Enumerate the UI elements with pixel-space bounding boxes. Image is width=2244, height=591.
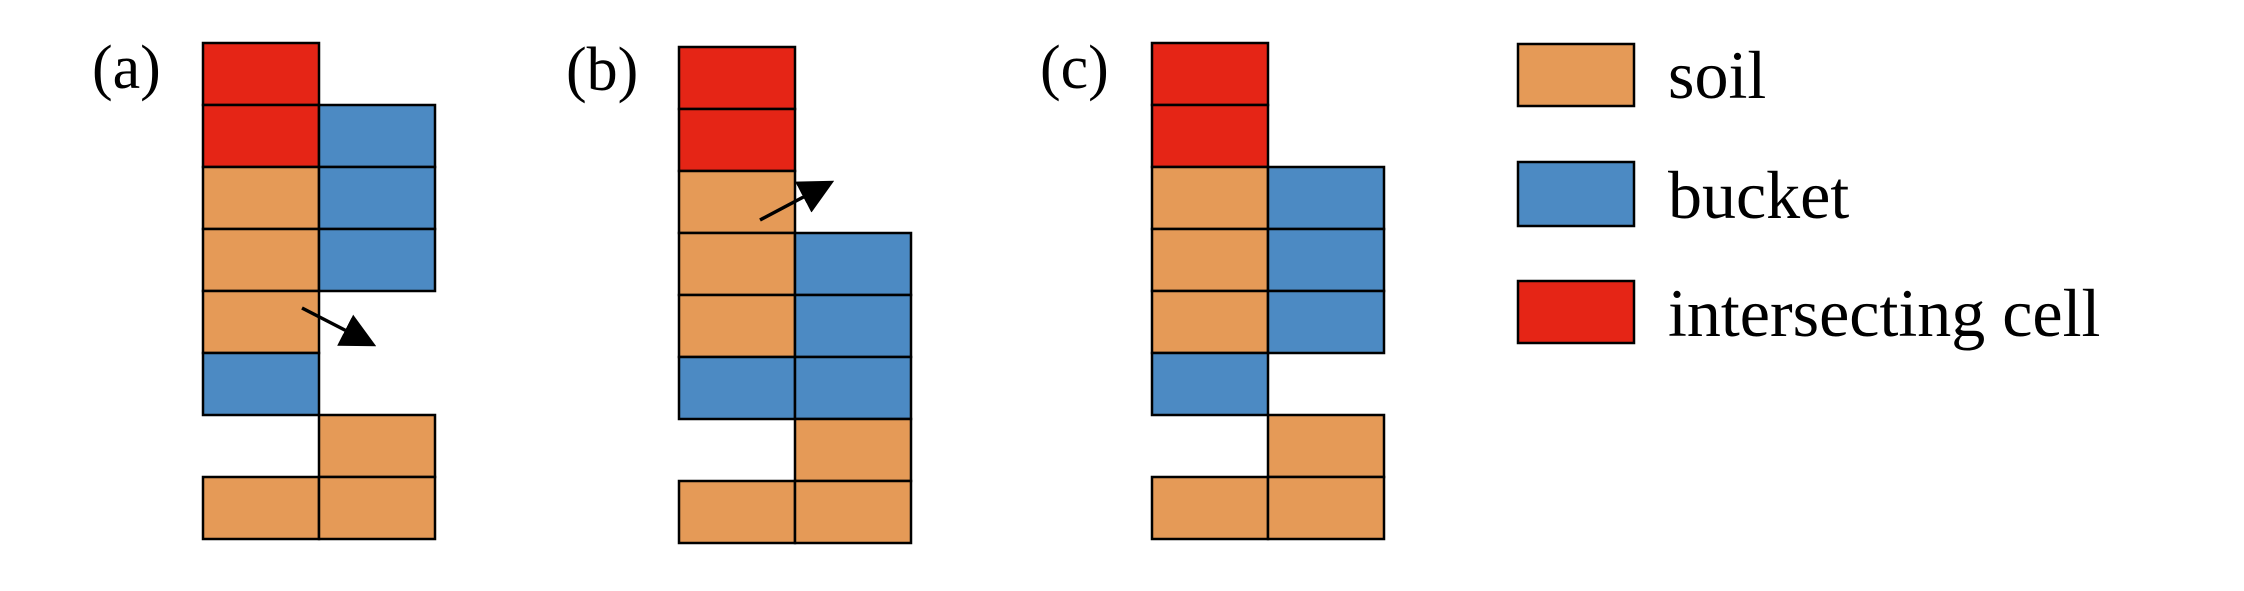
- intersecting-cell: [677, 45, 797, 111]
- panel-b-cells: [677, 45, 913, 545]
- soil-cell: [201, 165, 321, 231]
- soil-cell: [317, 413, 437, 479]
- soil-cell: [1150, 289, 1270, 355]
- soil-cell: [677, 169, 797, 235]
- bucket-cell: [793, 231, 913, 297]
- legend-label-bucket: bucket: [1668, 157, 1849, 233]
- soil-cell: [677, 231, 797, 297]
- soil-cell: [1150, 475, 1270, 541]
- legend: soil bucket intersecting cell: [1516, 37, 2100, 351]
- soil-cell: [1150, 165, 1270, 231]
- intersecting-cell: [677, 107, 797, 173]
- soil-cell: [1266, 413, 1386, 479]
- panel-label-a: (a): [92, 34, 161, 102]
- soil-cell: [201, 227, 321, 293]
- panel-c-cells: [1150, 41, 1386, 541]
- soil-cell: [317, 475, 437, 541]
- panel-label-c: (c): [1040, 34, 1109, 102]
- intersecting-cell: [201, 41, 321, 107]
- legend-swatch-bucket: [1516, 160, 1636, 228]
- bucket-cell: [1266, 289, 1386, 355]
- legend-swatch-soil: [1516, 42, 1636, 108]
- panel-label-b: (b): [566, 36, 638, 104]
- bucket-cell: [1266, 227, 1386, 293]
- soil-cell: [793, 479, 913, 545]
- arrow-up-right: [759, 180, 835, 222]
- bucket-cell: [1150, 351, 1270, 417]
- soil-cell: [793, 417, 913, 483]
- intersecting-cell: [201, 103, 321, 169]
- arrow-down-right: [301, 306, 377, 347]
- legend-label-intersecting: intersecting cell: [1668, 275, 2100, 351]
- soil-cell: [1266, 475, 1386, 541]
- legend-swatch-intersecting: [1516, 279, 1636, 345]
- bucket-cell: [317, 103, 437, 169]
- panel-b: (b): [566, 36, 913, 545]
- bucket-cell: [317, 227, 437, 293]
- soil-cell: [677, 293, 797, 359]
- panel-c: (c): [1040, 34, 1386, 541]
- legend-label-soil: soil: [1668, 37, 1766, 113]
- soil-cell: [677, 479, 797, 545]
- bucket-cell: [1266, 165, 1386, 231]
- bucket-cell: [677, 355, 797, 421]
- bucket-cell: [201, 351, 321, 417]
- panel-a: (a): [92, 34, 437, 541]
- bucket-cell: [317, 165, 437, 231]
- soil-cell: [1150, 227, 1270, 293]
- soil-cell: [201, 289, 321, 355]
- soil-cell: [201, 475, 321, 541]
- intersecting-cell: [1150, 41, 1270, 107]
- bucket-cell: [793, 355, 913, 421]
- intersecting-cell: [1150, 103, 1270, 169]
- bucket-cell: [793, 293, 913, 359]
- panel-a-cells: [201, 41, 437, 541]
